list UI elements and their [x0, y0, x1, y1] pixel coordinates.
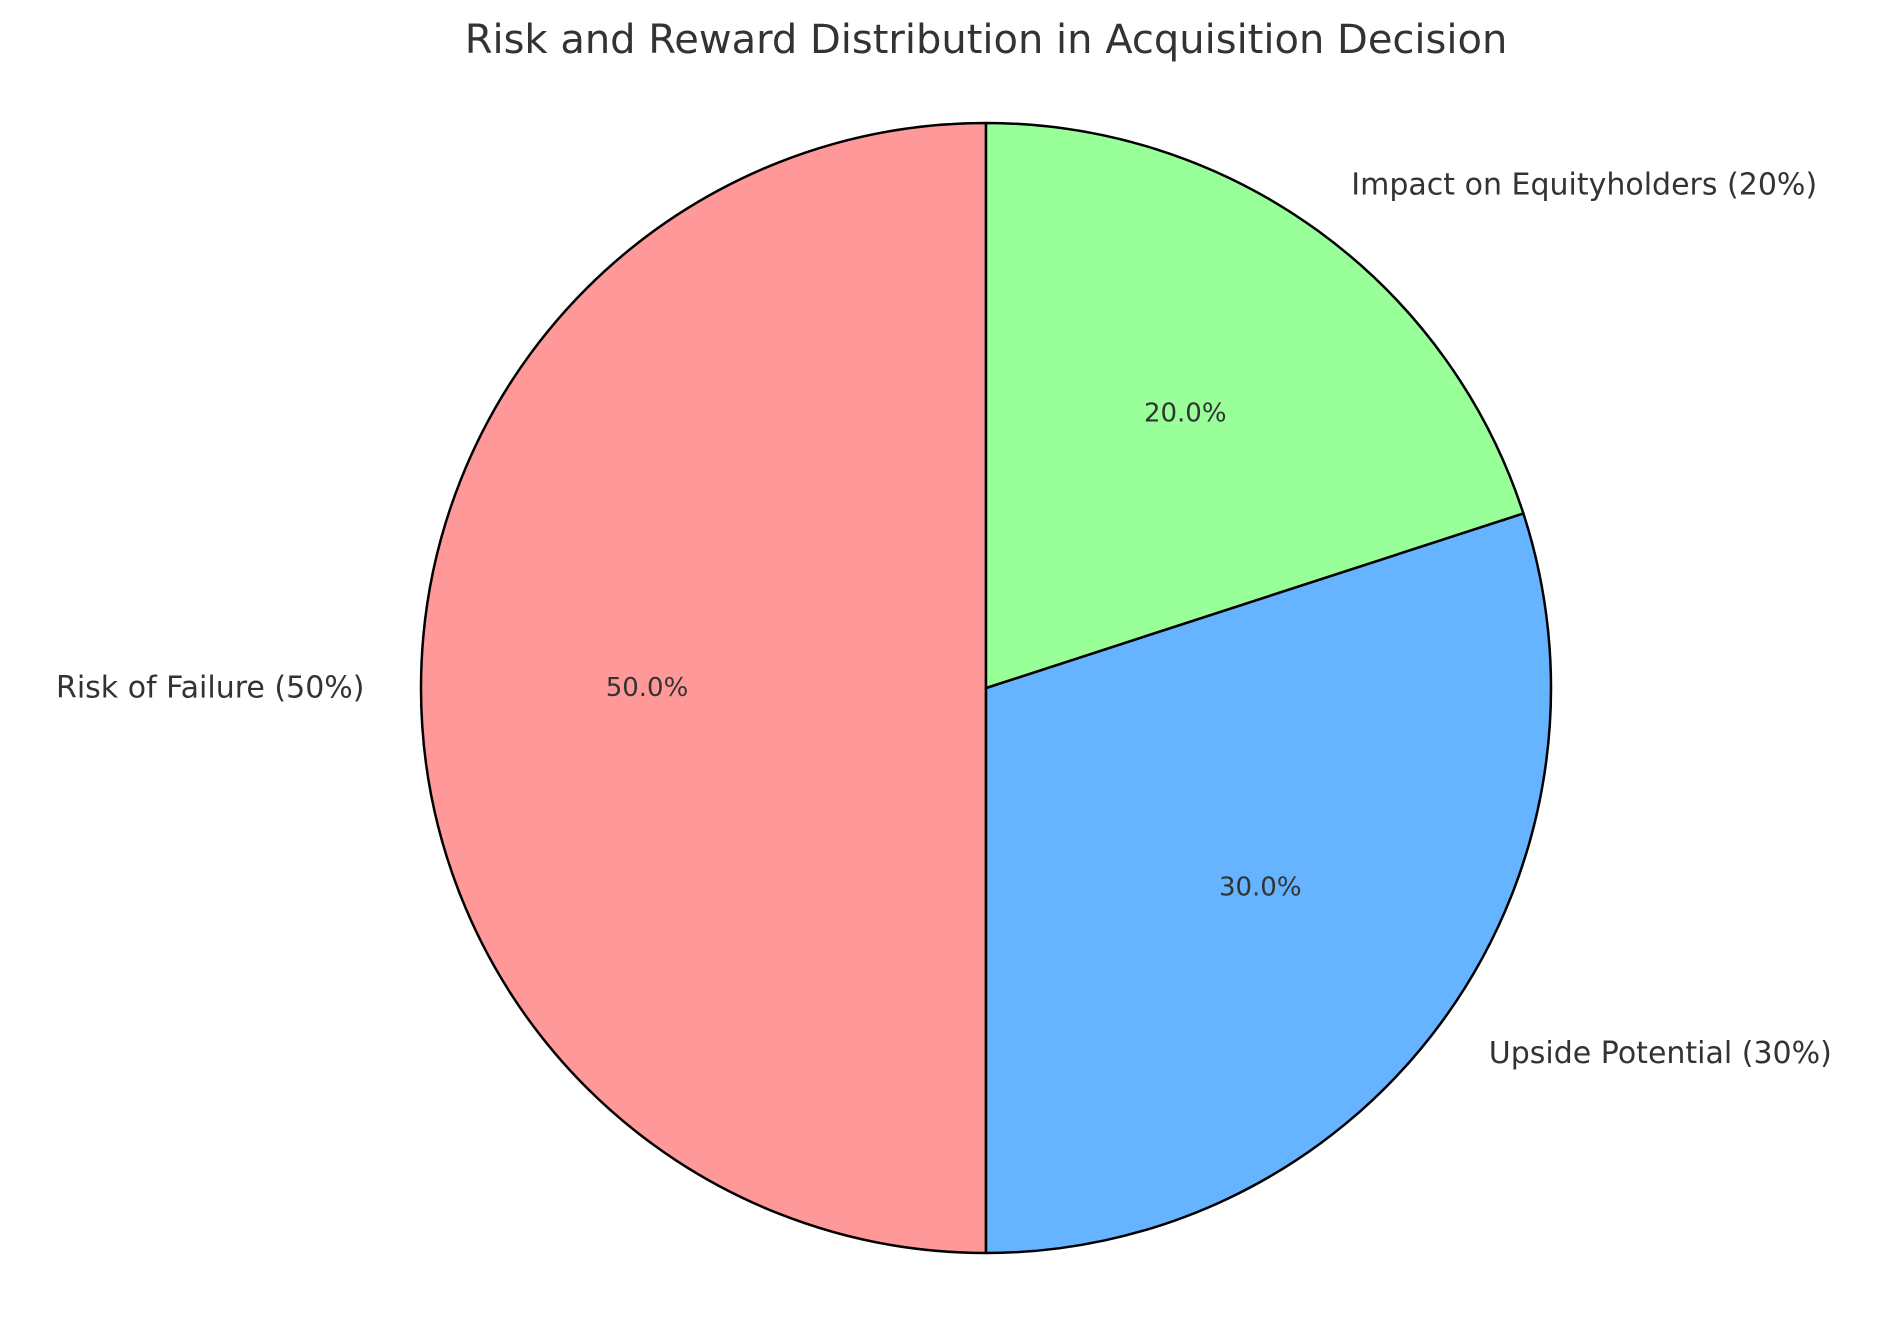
- pie-pct-label-0: 50.0%: [606, 673, 689, 703]
- pie-pct-label-2: 20.0%: [1144, 399, 1227, 429]
- pie-slice-label-0: Risk of Failure (50%): [56, 671, 365, 706]
- pie-slice-0: [421, 123, 986, 1253]
- pie-slice-label-1: Upside Potential (30%): [1489, 1036, 1832, 1071]
- pie-slices: [421, 123, 1551, 1253]
- pie-slice-label-2: Impact on Equityholders (20%): [1351, 168, 1817, 203]
- pie-pct-label-1: 30.0%: [1219, 872, 1302, 902]
- chart-title: Risk and Reward Distribution in Acquisit…: [465, 17, 1508, 63]
